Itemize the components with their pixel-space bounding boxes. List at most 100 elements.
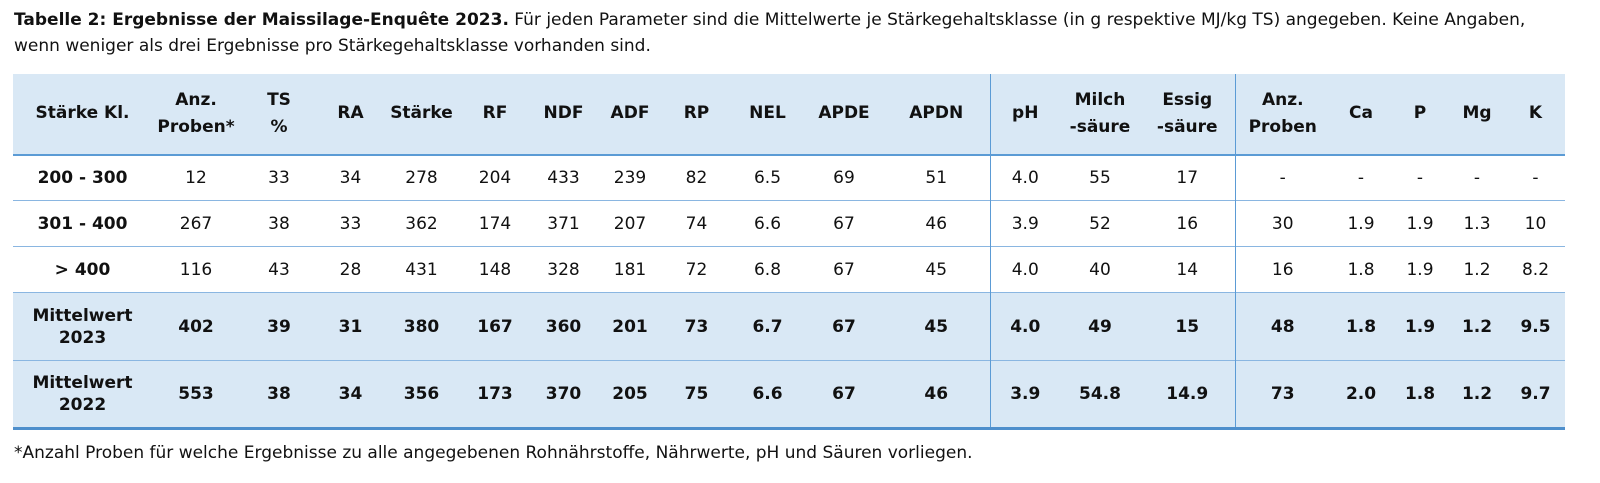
data-cell: 16 xyxy=(1234,246,1330,293)
row-label: Mittelwert 2022 xyxy=(32,373,133,416)
row-label: 200 - 300 xyxy=(37,167,128,188)
data-cell: 6.6 xyxy=(753,213,782,234)
data-cell: 33 xyxy=(339,213,362,234)
data-cell: 72 xyxy=(685,259,708,280)
data-cell: 10 xyxy=(1524,213,1547,234)
column-header: Anz. Proben xyxy=(1234,73,1330,155)
column-header-line2: pH xyxy=(1012,103,1039,124)
column-header-line2: APDE xyxy=(818,103,870,124)
data-cell: 204 xyxy=(478,167,512,188)
data-cell: 4.0 xyxy=(989,154,1060,201)
data-cell: 67 xyxy=(833,259,855,280)
data-cell: 48 xyxy=(1234,292,1330,361)
data-cell: 9.5 xyxy=(1520,316,1551,337)
table-row: Mittelwert 2023 402 39 31 380 167 360 201 73 6.7 6… xyxy=(13,292,1565,361)
data-cell: - xyxy=(1532,167,1539,188)
data-cell: 67 xyxy=(832,316,856,337)
data-cell: 370 xyxy=(545,384,582,405)
column-header-line2: Proben xyxy=(1248,116,1317,137)
column-header: Mg xyxy=(1448,74,1506,155)
column-header: APDE xyxy=(805,74,883,155)
data-cell: 328 xyxy=(547,259,580,280)
data-cell: 51 xyxy=(925,167,948,188)
column-header: RF xyxy=(460,74,530,155)
data-cell: 1.8 xyxy=(1404,384,1436,405)
results-table: Stärke Kl. Anz. Proben* TS% RA Stärke RF NDF ADF… xyxy=(13,73,1565,431)
data-cell: 431 xyxy=(405,259,438,280)
data-cell: - xyxy=(1234,154,1330,201)
data-cell: 3.9 xyxy=(989,360,1060,429)
table-footnote: *Anzahl Proben für welche Ergebnisse zu … xyxy=(14,443,973,464)
data-cell: 6.5 xyxy=(753,167,782,188)
data-cell: 8.2 xyxy=(1521,259,1550,280)
column-header: RP xyxy=(663,74,730,155)
column-header-line2: APDN xyxy=(909,103,964,124)
data-cell: 2.0 xyxy=(1345,384,1377,405)
column-header-line1: Milch xyxy=(1074,90,1126,111)
column-header-line2: Stärke xyxy=(390,103,453,124)
column-header-line1: Anz. xyxy=(1261,90,1304,111)
data-cell: 33 xyxy=(268,167,290,188)
data-cell: 1.8 xyxy=(1347,259,1375,280)
data-cell: 39 xyxy=(267,316,291,337)
data-cell: 1.9 xyxy=(1404,316,1436,337)
data-cell: 40 xyxy=(1089,259,1111,280)
column-header: APDN xyxy=(883,74,990,155)
column-header: Milch -säure xyxy=(1060,74,1140,155)
data-cell: 1.9 xyxy=(1406,259,1434,280)
row-label: 301 - 400 xyxy=(37,213,128,234)
column-header-line2: Proben* xyxy=(157,116,235,137)
data-cell: 402 xyxy=(178,316,214,337)
column-header: ADF xyxy=(597,74,663,155)
data-cell: 1.2 xyxy=(1461,316,1493,337)
row-label: > 400 xyxy=(54,259,111,280)
data-cell: 82 xyxy=(685,167,708,188)
column-header-line2: % xyxy=(270,116,288,137)
column-header: TS% xyxy=(240,74,318,155)
column-header-line1: TS xyxy=(267,90,291,111)
data-cell: 52 xyxy=(1089,213,1111,234)
data-cell: 1.2 xyxy=(1463,259,1491,280)
column-header-line2: Stärke Kl. xyxy=(35,103,130,124)
data-cell: - xyxy=(1357,167,1365,188)
data-cell: 362 xyxy=(405,213,438,234)
data-cell: 173 xyxy=(477,384,513,405)
column-header: NDF xyxy=(530,74,597,155)
row-label: Mittelwert 2023 xyxy=(32,305,133,348)
data-cell: 54.8 xyxy=(1079,384,1121,405)
data-cell: 49 xyxy=(1088,316,1112,337)
column-header-line2: RP xyxy=(683,103,710,124)
column-header-line2: NDF xyxy=(543,103,584,124)
data-cell: 267 xyxy=(179,213,213,234)
data-cell: 1.9 xyxy=(1347,213,1375,234)
data-cell: 67 xyxy=(833,213,855,234)
data-cell: 15 xyxy=(1175,316,1200,337)
data-cell: 174 xyxy=(478,213,512,234)
data-cell: 14.9 xyxy=(1166,384,1209,405)
data-cell: 148 xyxy=(478,259,512,280)
data-cell: 371 xyxy=(547,213,580,234)
table-row: Mittelwert 2022 553 38 34 356 173 370 205 75 6.6 6… xyxy=(13,360,1565,429)
data-cell: 55 xyxy=(1089,167,1111,188)
data-cell: - xyxy=(1416,167,1424,188)
data-cell: 12 xyxy=(185,167,207,188)
data-cell: 6.6 xyxy=(752,384,783,405)
column-header: RA xyxy=(318,74,383,155)
data-cell: 67 xyxy=(832,384,856,405)
header-row: Stärke Kl. Anz. Proben* TS% RA Stärke RF NDF ADF… xyxy=(13,73,1565,155)
data-cell: 205 xyxy=(612,384,648,405)
data-cell: 73 xyxy=(1234,360,1330,429)
data-cell: 360 xyxy=(545,316,582,337)
data-cell: 278 xyxy=(405,167,438,188)
column-header-line2: RA xyxy=(337,103,364,124)
column-header: Stärke Kl. xyxy=(13,74,152,155)
column-header: pH xyxy=(989,73,1060,155)
column-header: Stärke xyxy=(383,74,460,155)
data-cell: - xyxy=(1473,167,1481,188)
column-header: P xyxy=(1392,74,1448,155)
column-header-line2: -säure xyxy=(1156,116,1218,137)
data-cell: 3.9 xyxy=(989,200,1060,247)
data-cell: 1.8 xyxy=(1345,316,1377,337)
column-header-line2: ADF xyxy=(610,103,650,124)
table-row: 301 - 400 267 38 33 362 174 371 207 74 6.6 67 46 3.9… xyxy=(13,200,1565,247)
